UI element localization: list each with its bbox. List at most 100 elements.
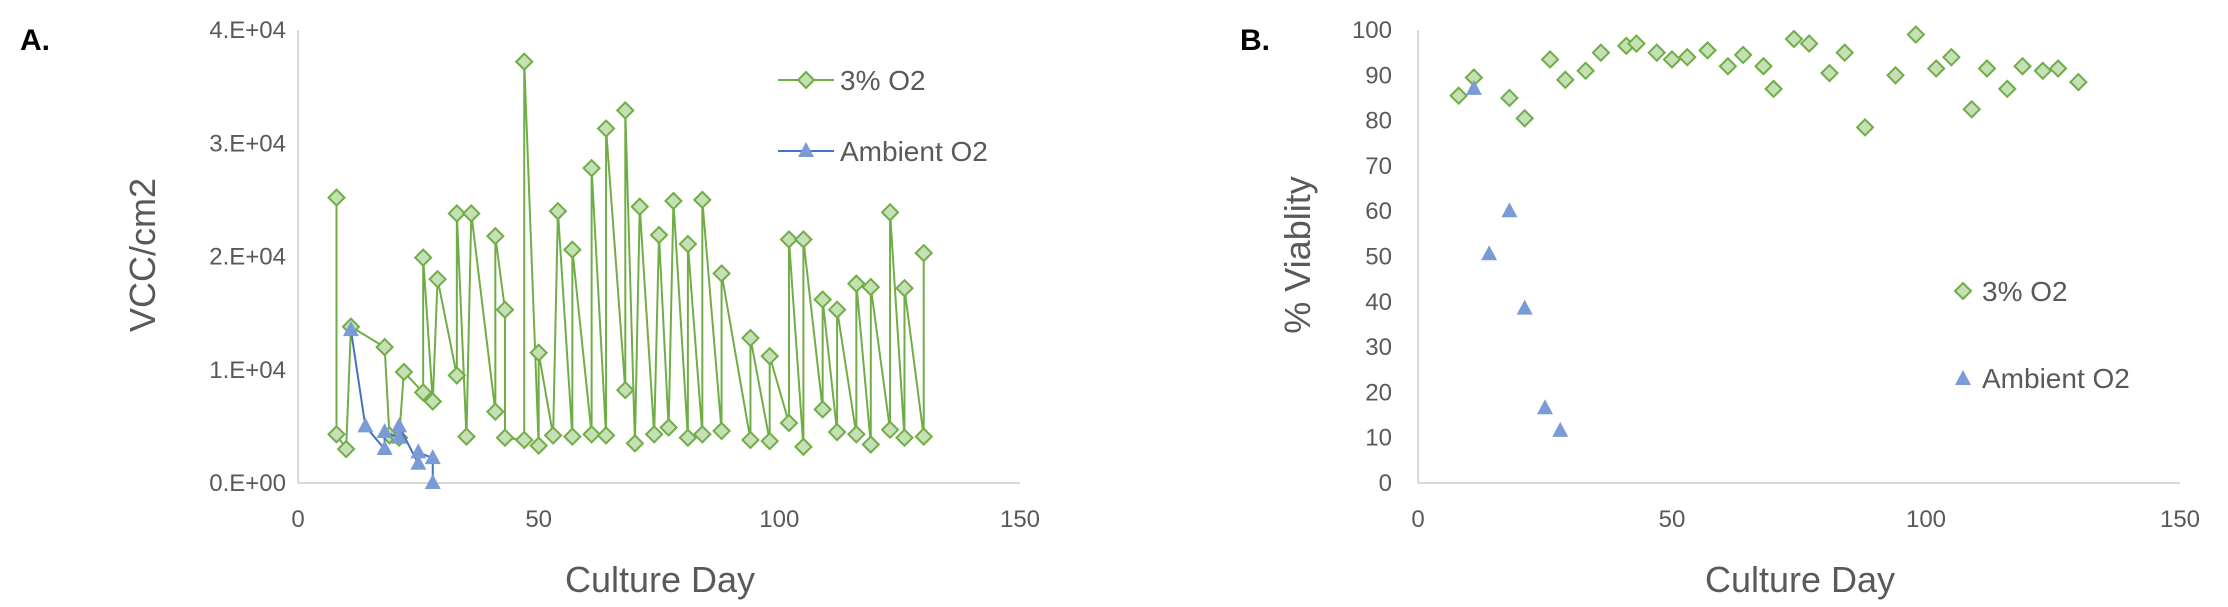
data-point-ambient: [424, 474, 441, 489]
data-point-3pct: [1835, 43, 1855, 63]
data-point-3pct: [615, 380, 635, 400]
data-point-3pct: [692, 424, 712, 444]
data-point-3pct: [461, 204, 481, 223]
x-tick-label: 0: [291, 506, 304, 533]
data-point-3pct: [659, 418, 679, 437]
data-point-ambient: [391, 428, 408, 444]
data-point-3pct: [1449, 86, 1469, 106]
x-tick-label: 50: [1659, 506, 1686, 533]
data-point-3pct: [529, 343, 549, 363]
data-point-3pct: [793, 230, 813, 249]
data-point-3pct: [336, 439, 356, 459]
data-point-3pct: [779, 413, 799, 433]
data-point-3pct: [327, 188, 346, 208]
y-tick-label: 10: [1365, 425, 1392, 452]
chart-a-x-tick-labels: 0 50 100 150: [291, 506, 1040, 533]
data-point-3pct: [1764, 79, 1784, 99]
data-point-3pct: [630, 197, 650, 217]
chart-a: A. 0.E+00 1.E+04 2.E+04 3.E+04 4.E+04 0 50 100…: [20, 17, 1040, 600]
y-tick-label: 0.E+00: [209, 470, 286, 497]
legend-b-ambient-label: Ambient O2: [1982, 363, 2130, 394]
data-point-3pct: [1627, 34, 1646, 54]
data-point-3pct: [327, 424, 346, 444]
data-point-3pct: [529, 436, 549, 456]
legend-a-3pct-diamond-icon: [796, 70, 816, 90]
data-point-3pct: [914, 243, 934, 263]
data-point-3pct: [1662, 50, 1682, 69]
data-point-3pct: [760, 431, 780, 451]
data-point-ambient: [342, 321, 359, 337]
y-tick-label: 20: [1365, 379, 1392, 406]
data-point-3pct: [1820, 63, 1839, 83]
data-point-3pct: [678, 428, 698, 448]
data-point-ambient: [391, 417, 408, 433]
data-point-3pct: [1886, 65, 1905, 85]
data-point-3pct: [1855, 117, 1875, 137]
data-point-3pct: [1540, 50, 1560, 69]
data-point-3pct: [1906, 25, 1926, 44]
data-point-3pct: [495, 300, 515, 320]
data-point-ambient: [376, 440, 393, 456]
y-tick-label: 2.E+04: [209, 244, 286, 271]
data-point-3pct: [649, 225, 669, 245]
data-point-ambient: [357, 417, 374, 433]
data-point-3pct: [2033, 61, 2053, 81]
data-point-3pct: [1784, 29, 1804, 49]
chart-a-y-axis-title: VCC/cm2: [122, 178, 163, 332]
y-tick-label: 40: [1365, 289, 1392, 316]
chart-b-legend: 3% O2 Ambient O2: [1953, 276, 2130, 394]
chart-b-y-axis-title: % Viablity: [1277, 176, 1318, 333]
data-point-3pct: [457, 427, 476, 446]
data-point-3pct: [1555, 70, 1575, 90]
data-point-3pct: [1733, 45, 1753, 65]
data-point-3pct: [543, 426, 563, 445]
data-point-3pct: [596, 426, 616, 445]
y-tick-label: 70: [1365, 153, 1392, 180]
chart-a-legend: 3% O2 Ambient O2: [778, 65, 988, 167]
data-point-3pct: [413, 248, 433, 268]
legend-b-ambient-triangle-icon: [1955, 370, 1971, 385]
x-tick-label: 100: [1906, 506, 1946, 533]
data-point-3pct: [895, 428, 914, 448]
series-line-3pct: [335, 61, 925, 453]
y-tick-label: 3.E+04: [209, 130, 286, 157]
data-point-3pct: [880, 202, 900, 222]
y-tick-label: 90: [1365, 62, 1392, 89]
data-point-3pct: [880, 420, 900, 440]
x-tick-label: 100: [759, 506, 799, 533]
data-point-3pct: [2048, 59, 2068, 78]
data-point-3pct: [562, 427, 582, 446]
data-point-3pct: [1500, 88, 1519, 108]
data-point-3pct: [895, 278, 914, 298]
data-point-3pct: [596, 119, 616, 138]
data-point-3pct: [664, 191, 683, 211]
data-point-3pct: [1941, 47, 1961, 67]
data-point-3pct: [375, 337, 395, 357]
chart-a-y-tick-labels: 0.E+00 1.E+04 2.E+04 3.E+04 4.E+04: [209, 17, 286, 497]
chart-b-x-tick-labels: 0 50 100 150: [1411, 506, 2200, 533]
data-point-3pct: [423, 392, 443, 411]
data-point-3pct: [914, 427, 934, 446]
y-tick-label: 60: [1365, 198, 1392, 225]
data-point-ambient: [1516, 299, 1533, 315]
data-point-3pct: [582, 424, 602, 444]
data-point-3pct: [1926, 59, 1946, 78]
data-point-3pct: [846, 424, 866, 444]
data-point-3pct: [413, 382, 433, 402]
data-point-3pct: [779, 230, 799, 249]
chart-a-plot-area: [327, 52, 934, 489]
data-point-3pct: [2013, 56, 2032, 76]
data-point-3pct: [846, 274, 866, 294]
legend-a-ambient-triangle-icon: [798, 142, 814, 157]
data-point-3pct: [813, 399, 833, 419]
data-point-ambient: [410, 454, 427, 470]
chart-b-plot-area: [1449, 25, 2088, 437]
data-point-3pct: [678, 234, 698, 254]
data-point-3pct: [760, 346, 780, 366]
data-point-3pct: [1718, 56, 1738, 76]
data-point-ambient: [1465, 79, 1482, 95]
data-point-ambient: [1501, 202, 1518, 218]
y-tick-label: 80: [1365, 108, 1392, 135]
y-tick-label: 100: [1352, 17, 1392, 44]
data-point-3pct: [1647, 43, 1667, 63]
